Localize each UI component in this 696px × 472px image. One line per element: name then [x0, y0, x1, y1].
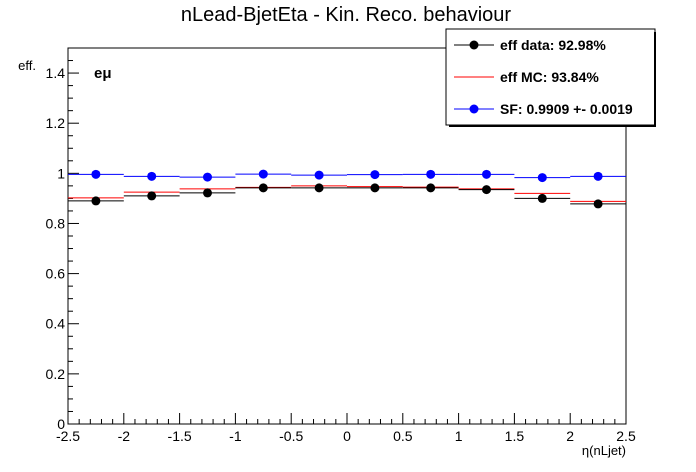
sf-point [258, 169, 268, 179]
y-tick-label: 0 [57, 416, 65, 432]
x-tick-label: -0.5 [279, 428, 303, 444]
eff-data-point [426, 183, 436, 193]
legend-marker-swatch [469, 40, 479, 50]
sf-point [147, 171, 157, 181]
eff-data-point [482, 185, 491, 195]
eff-data-point [537, 193, 547, 203]
x-tick-label: -2 [118, 428, 131, 444]
sf-point [426, 169, 436, 179]
x-tick-label: -1 [229, 428, 242, 444]
sf-point [314, 170, 324, 180]
y-tick-label: 0.6 [46, 266, 66, 282]
chart-title: nLead-BjetEta - Kin. Reco. behaviour [181, 4, 512, 26]
sf-point [370, 170, 380, 180]
x-tick-label: -1.5 [168, 428, 192, 444]
x-tick-label: -2.5 [56, 428, 80, 444]
sf-point [482, 169, 491, 179]
x-tick-label: 2 [566, 428, 574, 444]
y-axis-label: eff. [18, 58, 36, 73]
sf-point [593, 171, 603, 181]
legend-entry-label: eff MC: 93.84% [500, 69, 599, 85]
y-tick-label: 0.2 [46, 366, 66, 382]
eff-data-point [314, 183, 324, 193]
x-tick-label: 0.5 [393, 428, 413, 444]
x-axis-label: η(nLjet) [582, 443, 626, 458]
eff-data-point [147, 191, 157, 201]
eff-data-point [258, 183, 268, 193]
eff-data-point [370, 183, 380, 193]
x-tick-label: 1 [455, 428, 463, 444]
y-tick-label: 1.4 [46, 65, 66, 81]
x-tick-label: 2.5 [616, 428, 636, 444]
sf-point [91, 169, 101, 179]
axes: -2.5 -2 -1.5 -1 -0.5 0 0.5 1 1.5 2 2.5 0 0.2 0.4 0.6 0.… [46, 47, 636, 444]
y-tick-label: 0.4 [46, 316, 66, 332]
y-tick-label: 1.2 [46, 115, 66, 131]
legend-entry-label: eff data: 92.98% [500, 37, 606, 53]
eff-data-point [203, 188, 212, 198]
channel-annotation: eμ [94, 65, 112, 82]
x-tick-label: 0 [343, 428, 351, 444]
x-tick-label: 1.5 [505, 428, 525, 444]
legend-marker-swatch [469, 104, 479, 114]
series-layer [68, 169, 626, 209]
legend: eff data: 92.98% eff MC: 93.84% SF: 0.9909… [445, 28, 656, 127]
eff-data-point [593, 199, 603, 209]
sf-point [203, 172, 212, 182]
y-tick-label: 0.8 [46, 215, 66, 231]
legend-entry-label: SF: 0.9909 +- 0.0019 [500, 101, 633, 117]
y-tick-label: 1 [57, 165, 65, 181]
eff-data-point [91, 196, 101, 206]
sf-point [537, 173, 547, 183]
